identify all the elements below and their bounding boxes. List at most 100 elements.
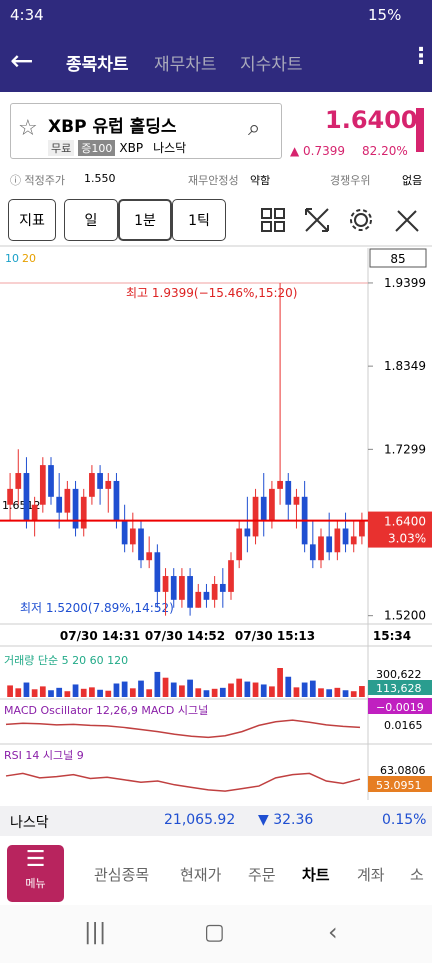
candle-body [64,488,71,513]
panel-top: 300,622 [376,668,422,681]
candle-body [244,528,251,537]
candle-body [334,528,341,553]
system-nav [0,905,432,963]
volume-bar [260,684,267,697]
volume-bar [293,687,300,697]
high-note: 최고 1.9399(−15.46%,15:20) [126,286,297,300]
volume-bar [318,688,324,697]
stock-box[interactable] [10,103,282,159]
y-tick-label: 1.9399 [384,276,426,290]
volume-bar [219,687,226,697]
candle-body [138,528,144,561]
stock-name: XBP 유럽 홀딩스 [48,117,177,137]
x-label: 07/30 14:31 [60,629,140,643]
volume-bar [129,688,136,697]
info-value: 약함 [250,174,271,187]
tag: 나스닥 [153,141,187,155]
volume-bar [252,682,259,697]
nav-item[interactable]: 계좌 [357,866,385,884]
index-bar [0,806,432,836]
star[interactable]: ☆ [18,116,38,141]
toolbar-button[interactable]: 지표 [8,199,56,241]
change: ▲ 0.7399 [290,144,346,158]
panel-last: 53.0951 [376,779,422,792]
panel-label: RSI 14 시그널 9 [4,749,84,762]
volume-bar [39,686,46,697]
home[interactable]: ▢ [204,920,225,945]
tag: 무료 [48,140,75,156]
volume-bar [285,676,292,697]
search[interactable]: ⌕ [248,116,261,141]
volume-bar [342,690,349,697]
recent-apps[interactable]: ||| [84,920,107,945]
toolbar-button[interactable]: 1분 [118,199,172,241]
more-button[interactable]: ⋮ [410,44,432,69]
candle-body [48,465,54,497]
volume-bar [203,690,210,697]
volume-bar [179,685,185,697]
info-label: 적정주가 [24,174,65,187]
candle-body [228,560,234,592]
menu-button[interactable]: ☰ 메뉴 [7,845,64,902]
tab[interactable]: 재무차트 [154,55,217,75]
tag: XBP [119,141,144,155]
battery: 15% [368,6,402,24]
volume-bar [89,687,95,697]
volume-bar [72,684,79,697]
tab[interactable]: 지수차트 [240,55,303,75]
volume-bar [113,683,120,697]
volume-bar [31,689,38,697]
nav-item[interactable]: 주문 [248,866,276,884]
candle-body [23,473,30,521]
candle-body [293,496,300,505]
candle-body [350,536,357,545]
candle-body [252,496,259,537]
volume-bar [23,682,30,697]
candle-body [219,583,226,592]
candle-body [7,488,13,505]
y-tick-label: 1.8349 [384,359,426,373]
volume-bar [244,681,251,697]
toolbar-icons[interactable] [258,205,428,237]
candle-body [15,473,22,489]
volume-bar [48,690,54,697]
info-value: 없음 [402,174,423,187]
toolbar-button[interactable]: 일 [64,199,118,241]
back[interactable]: ‹ [328,918,338,946]
tag: 증100 [78,140,116,156]
index-name: 나스닥 [10,815,49,831]
volume-bar [105,690,112,697]
indicator-line [5,719,361,739]
change-pct: 82.20% [362,144,408,158]
volume-bar [211,688,218,697]
volume-bar [236,678,243,697]
candle-body [56,496,63,513]
nav-item[interactable]: 현재가 [180,866,222,884]
menu-label: 메뉴 [25,877,46,890]
volume-bar [309,680,316,697]
status-time: 4:34 [10,6,44,24]
chart: 10 20 85 1.5200 1.7299 1.8349 1.9399 최고 1.9399(… [0,245,432,800]
ma-label: 20 [22,252,36,265]
index-value: 21,065.92 [164,812,236,828]
tab[interactable]: 종목차트 [66,55,129,75]
index-pct: 0.15% [382,812,427,828]
volume-bar [162,677,169,697]
toolbar-button[interactable]: 1틱 [172,199,226,241]
nav-item[interactable]: 차트 [302,866,330,884]
volume-bar [350,691,357,697]
back-button[interactable]: ← [10,44,34,77]
y-tick-label: 1.5200 [384,609,426,623]
panel-last: 113,628 [376,682,422,695]
nav-item[interactable]: 관심종목 [94,866,150,884]
candle-body [195,591,202,608]
candle-body [203,591,210,600]
volume-bar [7,685,13,697]
candle-body [146,552,153,561]
candle-body [285,480,292,505]
candle-body [89,473,95,497]
nav-item[interactable]: 소 [410,866,424,884]
volume-bar [195,688,202,697]
volume-bar [326,689,333,697]
volume-bar [334,687,341,697]
